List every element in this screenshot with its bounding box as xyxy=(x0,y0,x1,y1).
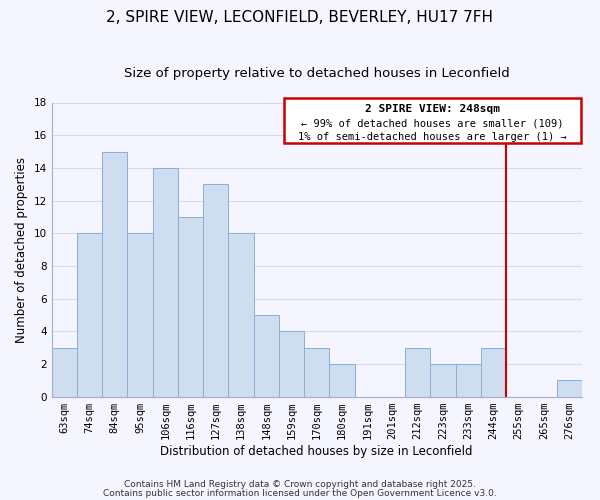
Title: Size of property relative to detached houses in Leconfield: Size of property relative to detached ho… xyxy=(124,68,509,80)
Text: ← 99% of detached houses are smaller (109): ← 99% of detached houses are smaller (10… xyxy=(301,118,563,128)
Bar xyxy=(329,364,355,396)
Bar xyxy=(127,233,152,396)
Bar xyxy=(430,364,455,396)
Bar xyxy=(178,217,203,396)
Bar xyxy=(279,331,304,396)
Text: Contains public sector information licensed under the Open Government Licence v3: Contains public sector information licen… xyxy=(103,488,497,498)
Text: Contains HM Land Registry data © Crown copyright and database right 2025.: Contains HM Land Registry data © Crown c… xyxy=(124,480,476,489)
Bar xyxy=(52,348,77,397)
Y-axis label: Number of detached properties: Number of detached properties xyxy=(15,156,28,342)
Bar xyxy=(77,233,102,396)
X-axis label: Distribution of detached houses by size in Leconfield: Distribution of detached houses by size … xyxy=(160,444,473,458)
Bar xyxy=(203,184,229,396)
Bar xyxy=(481,348,506,397)
Text: 2, SPIRE VIEW, LECONFIELD, BEVERLEY, HU17 7FH: 2, SPIRE VIEW, LECONFIELD, BEVERLEY, HU1… xyxy=(107,10,493,25)
Text: 1% of semi-detached houses are larger (1) →: 1% of semi-detached houses are larger (1… xyxy=(298,132,566,142)
Bar xyxy=(304,348,329,397)
Bar xyxy=(405,348,430,397)
Text: 2 SPIRE VIEW: 248sqm: 2 SPIRE VIEW: 248sqm xyxy=(365,104,500,114)
Bar xyxy=(455,364,481,396)
FancyBboxPatch shape xyxy=(284,98,581,144)
Bar xyxy=(152,168,178,396)
Bar xyxy=(229,233,254,396)
Bar xyxy=(557,380,582,396)
Bar xyxy=(102,152,127,396)
Bar xyxy=(254,315,279,396)
